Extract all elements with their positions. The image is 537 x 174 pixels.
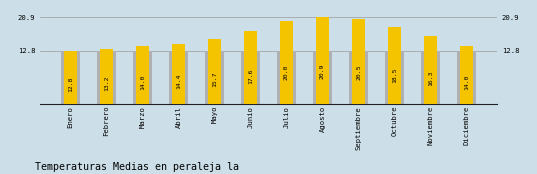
Bar: [241, 51, 260, 104]
Bar: [280, 21, 293, 104]
Text: 18.5: 18.5: [392, 67, 397, 83]
Bar: [208, 39, 221, 104]
Bar: [97, 51, 116, 104]
Bar: [63, 51, 77, 104]
Text: 14.0: 14.0: [140, 74, 145, 90]
Text: 13.2: 13.2: [104, 76, 109, 91]
Bar: [385, 51, 404, 104]
Text: 16.3: 16.3: [428, 71, 433, 86]
Bar: [352, 19, 365, 104]
Bar: [349, 51, 368, 104]
Text: 12.8: 12.8: [68, 76, 73, 92]
Bar: [244, 31, 257, 104]
Bar: [61, 51, 80, 104]
Bar: [172, 44, 185, 104]
Text: 15.7: 15.7: [212, 72, 217, 87]
Text: 14.4: 14.4: [176, 74, 181, 89]
Bar: [313, 51, 332, 104]
Bar: [277, 51, 296, 104]
Bar: [424, 36, 438, 104]
Text: 20.0: 20.0: [284, 65, 289, 80]
Bar: [388, 27, 402, 104]
Bar: [99, 49, 113, 104]
Text: 14.0: 14.0: [464, 74, 469, 90]
Bar: [205, 51, 224, 104]
Bar: [457, 51, 476, 104]
Text: Temperaturas Medias en peraleja la: Temperaturas Medias en peraleja la: [35, 162, 239, 172]
Bar: [135, 46, 149, 104]
Bar: [421, 51, 440, 104]
Text: 20.5: 20.5: [356, 64, 361, 80]
Bar: [133, 51, 152, 104]
Bar: [316, 17, 329, 104]
Text: 17.6: 17.6: [248, 69, 253, 84]
Bar: [169, 51, 188, 104]
Bar: [460, 46, 474, 104]
Text: 20.9: 20.9: [320, 64, 325, 79]
